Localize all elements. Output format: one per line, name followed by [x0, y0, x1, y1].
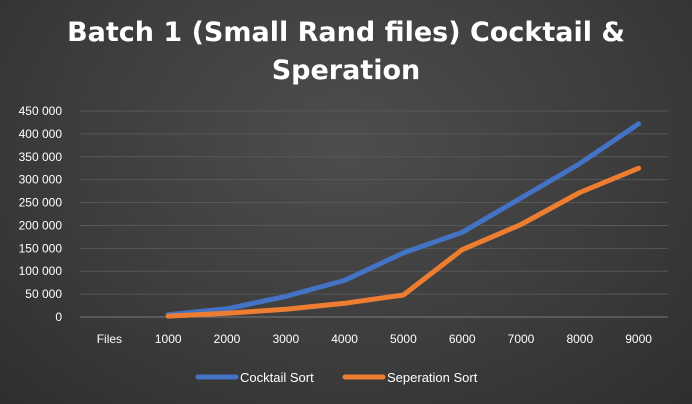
x-tick-label: 9000	[625, 332, 652, 346]
y-tick-label: 450 000	[19, 104, 63, 118]
legend-label: Cocktail Sort	[240, 370, 314, 385]
y-tick-label: 300 000	[19, 173, 63, 187]
y-tick-label: 150 000	[19, 241, 63, 255]
y-tick-label: 100 000	[19, 264, 63, 278]
series-line-seperation-sort	[165, 165, 642, 319]
x-tick-label: 1000	[155, 332, 182, 346]
y-tick-label: 200 000	[19, 218, 63, 232]
y-tick-label: 50 000	[25, 287, 62, 301]
x-tick-label: 8000	[566, 332, 593, 346]
y-tick-label: 400 000	[19, 127, 63, 141]
x-tick-label: 4000	[331, 332, 358, 346]
y-tick-label: 350 000	[19, 150, 63, 164]
y-tick-label: 250 000	[19, 196, 63, 210]
x-tick-label: 6000	[449, 332, 476, 346]
y-tick-label: 0	[55, 310, 62, 324]
x-tick-label: 2000	[214, 332, 241, 346]
x-tick-label: 7000	[508, 332, 535, 346]
legend-label: Seperation Sort	[387, 370, 478, 385]
x-tick-label: 5000	[390, 332, 417, 346]
series-line-cocktail-sort	[165, 121, 642, 318]
x-tick-label: 3000	[272, 332, 299, 346]
x-tick-label: Files	[97, 332, 122, 346]
